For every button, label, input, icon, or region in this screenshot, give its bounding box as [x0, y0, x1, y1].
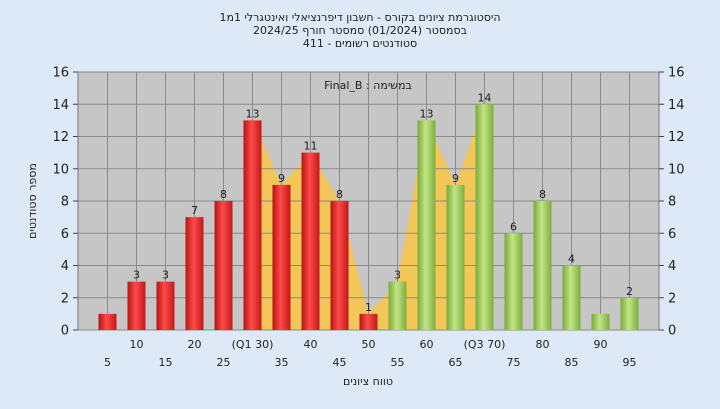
data-label-55: 3 — [394, 269, 401, 282]
y-tick-label-right: 16 — [668, 66, 685, 81]
data-label-25: 8 — [220, 188, 227, 201]
bar-85 — [562, 265, 581, 330]
y-tick-label-right: 10 — [668, 162, 685, 177]
x-tick-label-20: 20 — [188, 338, 202, 351]
x-tick-label-90: 90 — [594, 338, 608, 351]
y-tick-label-left: 16 — [52, 66, 69, 81]
x-tick-label-40: 40 — [304, 338, 318, 351]
bar-45 — [330, 201, 349, 330]
data-label-65: 9 — [452, 172, 459, 185]
bar-70 — [475, 104, 494, 330]
y-tick-label-right: 14 — [668, 98, 685, 113]
bar-50 — [359, 313, 378, 330]
y-tick-label-left: 2 — [61, 291, 69, 306]
bar-30 — [243, 120, 262, 330]
data-label-70: 14 — [478, 91, 492, 104]
data-label-15: 3 — [162, 269, 169, 282]
bar-90 — [591, 313, 610, 330]
x-tick-label-75: 75 — [507, 356, 521, 369]
y-tick-label-left: 10 — [52, 162, 69, 177]
data-label-80: 8 — [539, 188, 546, 201]
x-tick-label-70: (Q3 70) — [464, 338, 506, 351]
bar-65 — [446, 184, 465, 330]
bar-10 — [127, 281, 146, 330]
data-label-45: 8 — [336, 188, 343, 201]
bar-20 — [185, 217, 204, 330]
chart-annotation: Final_B : במשימה — [324, 79, 412, 92]
y-tick-label-right: 12 — [668, 130, 685, 145]
data-label-20: 7 — [191, 204, 198, 217]
x-tick-label-35: 35 — [275, 356, 289, 369]
bar-80 — [533, 201, 552, 330]
y-tick-label-left: 6 — [61, 227, 69, 242]
x-tick-label-95: 95 — [623, 356, 637, 369]
data-label-75: 6 — [510, 220, 517, 233]
x-tick-label-50: 50 — [362, 338, 376, 351]
x-tick-label-5: 5 — [104, 356, 111, 369]
y-tick-label-right: 2 — [668, 291, 676, 306]
x-tick-label-15: 15 — [159, 356, 173, 369]
y-tick-label-right: 4 — [668, 259, 676, 274]
bar-15 — [156, 281, 175, 330]
bar-25 — [214, 201, 233, 330]
y-tick-label-left: 0 — [61, 324, 69, 339]
y-axis-label: מספר סטודנטים — [26, 163, 39, 239]
y-tick-label-left: 14 — [52, 98, 69, 113]
x-tick-label-80: 80 — [536, 338, 550, 351]
y-tick-label-right: 0 — [668, 324, 676, 339]
x-axis-label: טווח ציונים — [343, 375, 393, 388]
data-label-95: 2 — [626, 285, 633, 298]
x-tick-label-25: 25 — [217, 356, 231, 369]
data-label-10: 3 — [133, 269, 140, 282]
chart-title-line-3: סטודנטים רשומים - 411 — [303, 37, 417, 50]
bar-40 — [301, 152, 320, 330]
data-label-60: 13 — [420, 107, 434, 120]
chart-title-line-1: היסטוגרמת ציונים בקורס - חשבון דיפרנציאל… — [219, 11, 500, 24]
data-label-35: 9 — [278, 172, 285, 185]
y-tick-label-left: 4 — [61, 259, 69, 274]
y-tick-label-left: 12 — [52, 130, 69, 145]
bar-95 — [620, 297, 639, 330]
chart-title-line-2: בסמסטר (01/2024) סמסטר חורף 2024/25 — [253, 24, 467, 37]
x-tick-label-10: 10 — [130, 338, 144, 351]
y-tick-label-right: 8 — [668, 195, 676, 210]
data-label-85: 4 — [568, 253, 575, 266]
x-tick-label-45: 45 — [333, 356, 347, 369]
x-tick-label-60: 60 — [420, 338, 434, 351]
bar-55 — [388, 281, 407, 330]
bar-35 — [272, 184, 291, 330]
bar-5 — [98, 313, 117, 330]
y-tick-label-right: 6 — [668, 227, 676, 242]
x-tick-label-65: 65 — [449, 356, 463, 369]
x-tick-label-55: 55 — [391, 356, 405, 369]
x-tick-label-85: 85 — [565, 356, 579, 369]
x-tick-label-30: (Q1 30) — [232, 338, 274, 351]
bar-75 — [504, 233, 523, 330]
bar-60 — [417, 120, 436, 330]
data-label-30: 13 — [246, 107, 260, 120]
data-label-40: 11 — [304, 140, 318, 153]
data-label-50: 1 — [365, 301, 372, 314]
y-tick-label-left: 8 — [61, 195, 69, 210]
